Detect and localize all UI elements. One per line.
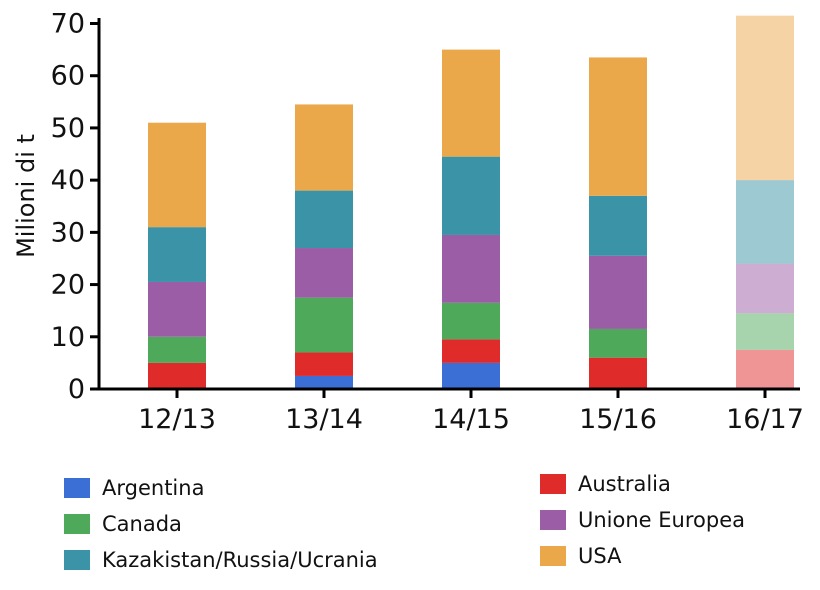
y-tick-label: 70 xyxy=(51,9,85,40)
y-tick-label: 20 xyxy=(51,270,85,301)
bars-layer xyxy=(148,15,794,389)
bar-segment-usa-12-13 xyxy=(148,122,206,228)
legend-label: Canada xyxy=(102,512,182,536)
x-ticks: 12/13 13/14 14/15 15/16 16/17 xyxy=(138,389,804,435)
bar-segment-australia-15-16 xyxy=(589,357,647,389)
bar-segment-kazakistan-russia-ucrania-14-15 xyxy=(442,156,500,235)
bar-segment-kazakistan-russia-ucrania-16-17 xyxy=(736,180,794,264)
legend-label: Unione Europea xyxy=(578,508,745,532)
legend-swatch xyxy=(64,478,90,498)
bar-segment-kazakistan-russia-ucrania-12-13 xyxy=(148,227,206,282)
bar-segment-australia-13-14 xyxy=(295,352,353,376)
bar-segment-canada-13-14 xyxy=(295,297,353,353)
y-tick-label: 50 xyxy=(51,113,85,144)
legend-swatch xyxy=(540,474,566,494)
legend-label: Argentina xyxy=(102,476,205,500)
bar-segment-australia-16-17 xyxy=(736,349,794,389)
y-tick-label: 30 xyxy=(51,217,85,248)
bar-segment-argentina-13-14 xyxy=(295,375,353,389)
x-tick-label: 14/15 xyxy=(432,404,510,435)
bar-segment-australia-12-13 xyxy=(148,362,206,389)
y-tick-label: 0 xyxy=(68,374,85,405)
bar-segment-unione-europea-14-15 xyxy=(442,234,500,303)
bar-segment-unione-europea-15-16 xyxy=(589,255,647,329)
legend-item-canada: Canada xyxy=(64,510,182,538)
legend-label: Kazakistan/Russia/Ucrania xyxy=(102,548,378,572)
bar-segment-unione-europea-13-14 xyxy=(295,248,353,298)
legend-swatch xyxy=(540,546,566,566)
x-tick-label: 12/13 xyxy=(138,404,216,435)
legend-swatch xyxy=(64,550,90,570)
legend-item-kazakistan-russia-ucrania: Kazakistan/Russia/Ucrania xyxy=(64,546,378,574)
bar-segment-kazakistan-russia-ucrania-13-14 xyxy=(295,190,353,249)
bar-segment-australia-14-15 xyxy=(442,339,500,363)
legend: Argentina Canada Kazakistan/Russia/Ucrania… xyxy=(0,468,820,590)
y-tick-label: 60 xyxy=(51,61,85,92)
legend-item-usa: USA xyxy=(540,542,621,570)
bar-segment-unione-europea-16-17 xyxy=(736,263,794,314)
legend-label: USA xyxy=(578,544,622,568)
bar-segment-usa-16-17 xyxy=(736,15,794,181)
legend-item-australia: Australia xyxy=(540,470,671,498)
x-tick-label: 15/16 xyxy=(579,404,657,435)
legend-item-unione-europea: Unione Europea xyxy=(540,506,745,534)
bar-segment-kazakistan-russia-ucrania-15-16 xyxy=(589,195,647,256)
legend-label: Australia xyxy=(578,472,671,496)
x-tick-label: 13/14 xyxy=(285,404,363,435)
bar-segment-usa-15-16 xyxy=(589,57,647,196)
y-tick-label: 10 xyxy=(51,322,85,353)
bar-segment-canada-16-17 xyxy=(736,313,794,350)
bar-segment-usa-13-14 xyxy=(295,104,353,191)
bar-segment-usa-14-15 xyxy=(442,49,500,157)
bar-segment-canada-15-16 xyxy=(589,328,647,358)
bar-segment-argentina-14-15 xyxy=(442,362,500,389)
legend-swatch xyxy=(64,514,90,534)
y-tick-label: 40 xyxy=(51,165,85,196)
y-axis-label: Milioni di t xyxy=(12,134,40,258)
bar-segment-canada-12-13 xyxy=(148,336,206,363)
bar-segment-unione-europea-12-13 xyxy=(148,281,206,337)
legend-item-argentina: Argentina xyxy=(64,474,204,502)
legend-swatch xyxy=(540,510,566,530)
y-ticks: 0 10 20 30 40 50 60 70 xyxy=(51,9,99,405)
x-tick-label: 16/17 xyxy=(726,404,804,435)
bar-segment-canada-14-15 xyxy=(442,302,500,340)
